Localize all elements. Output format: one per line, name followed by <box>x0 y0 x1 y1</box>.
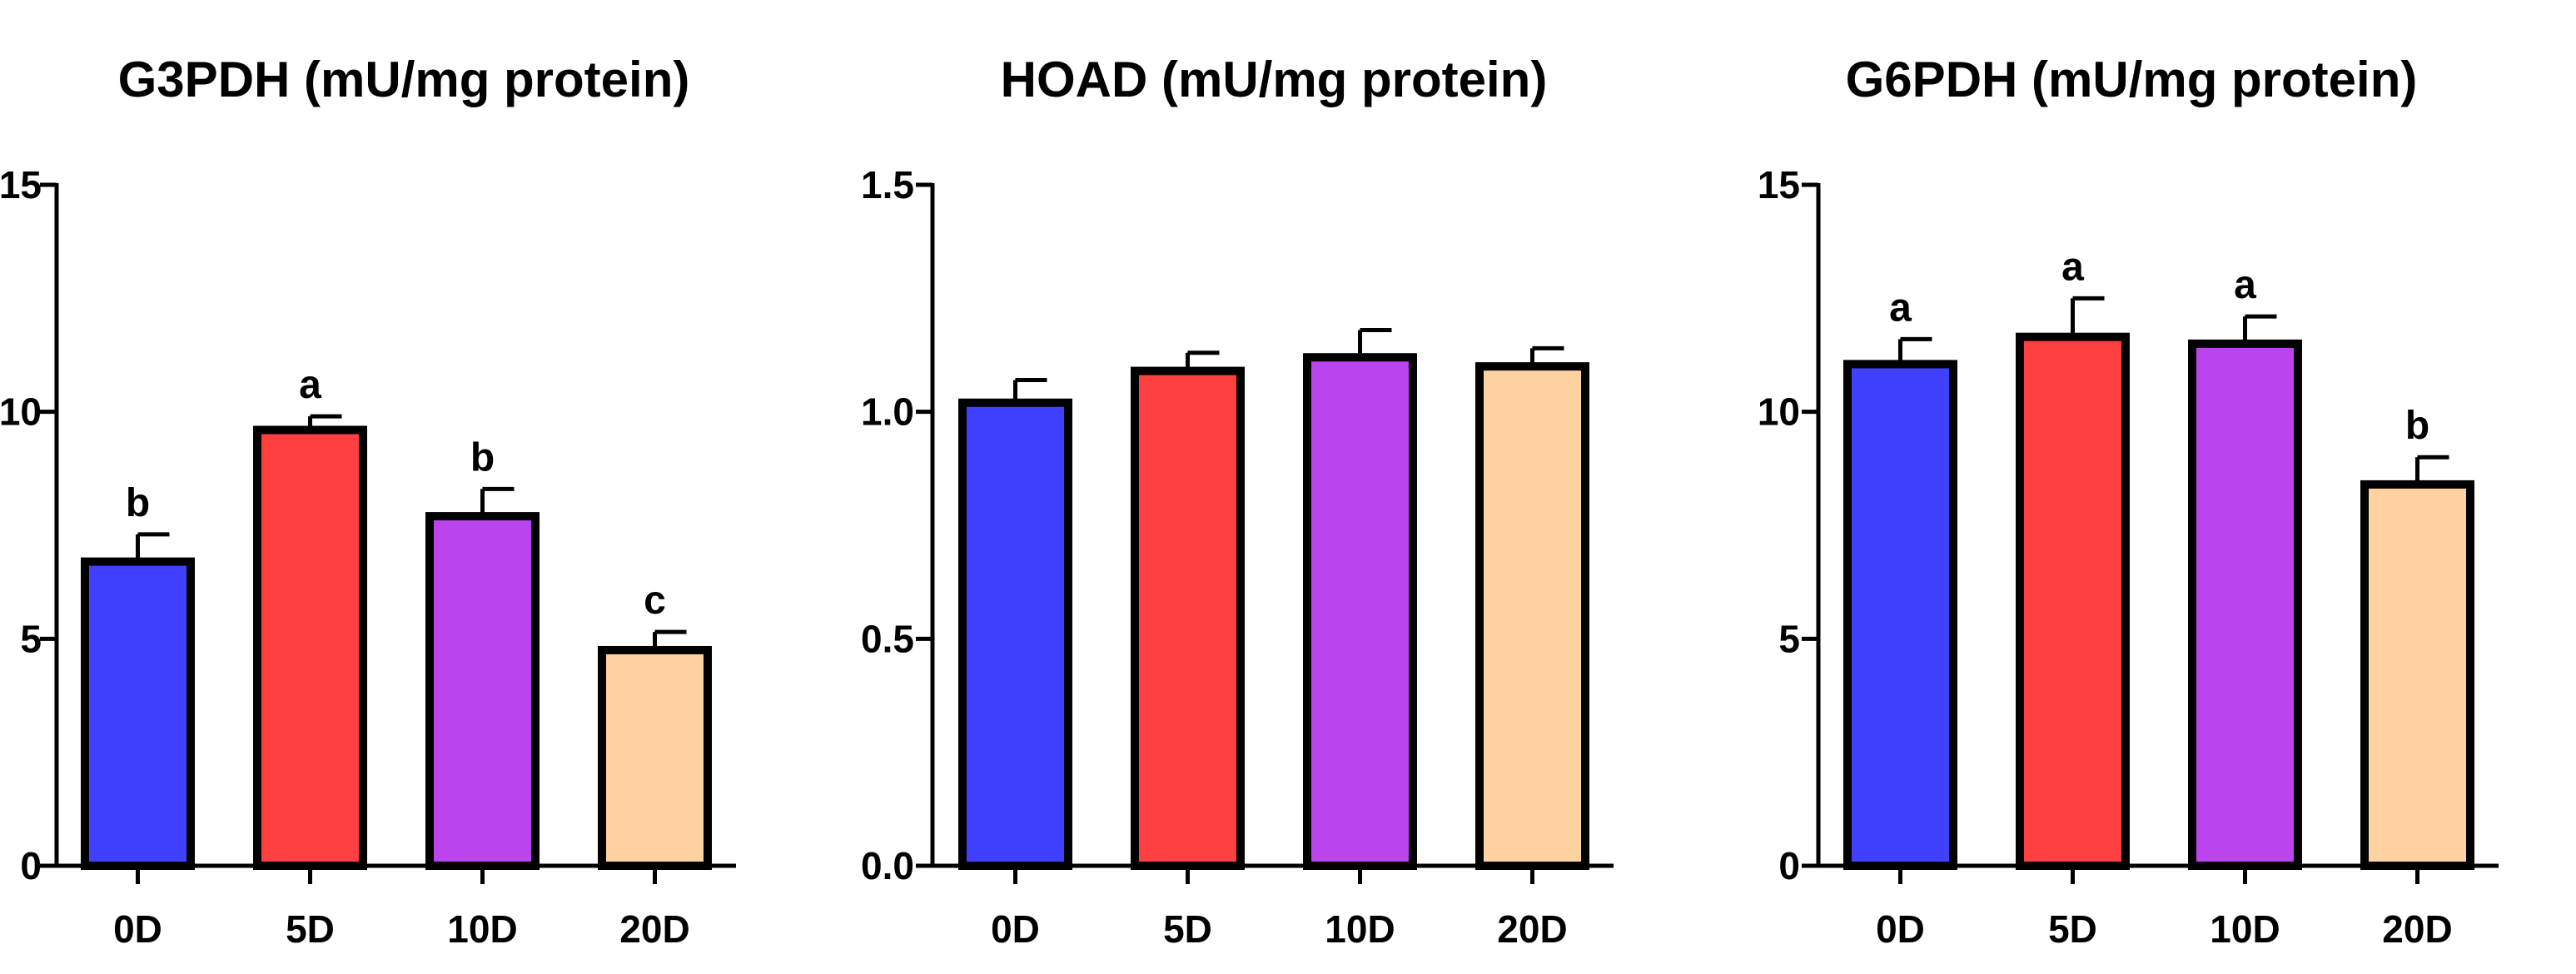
y-tick-label: 0 <box>20 844 42 887</box>
bar-10d <box>2188 339 2302 871</box>
panel-hoad: HOAD (mU/mg protein) 0D 5D 10D 20D 0.0 0.5 1.0… <box>861 52 1614 951</box>
bar-10d <box>425 512 540 870</box>
y-tick-label: 0.5 <box>861 617 914 660</box>
bar-0d <box>1843 360 1957 870</box>
y-tick-label: 5 <box>20 617 42 660</box>
bar-5d <box>1131 366 1245 870</box>
significance-label: a <box>1889 286 1912 330</box>
bar-5d <box>253 425 367 870</box>
x-tick-label: 5D <box>286 907 335 951</box>
y-tick-label: 1.0 <box>861 390 914 434</box>
y-tick-label: 0.0 <box>861 844 914 887</box>
x-tick-label: 5D <box>2048 907 2097 951</box>
x-tick-label: 5D <box>1163 907 1212 951</box>
bar-20d <box>598 645 712 870</box>
x-tick-label: 10D <box>1325 907 1395 951</box>
significance-label: b <box>2405 404 2429 448</box>
x-tick-label: 10D <box>447 907 517 951</box>
bar-5d <box>2016 332 2130 871</box>
bar-0d <box>958 398 1072 870</box>
significance-label: b <box>470 435 495 480</box>
significance-label: a <box>2061 245 2084 289</box>
x-tick-label: 20D <box>619 907 689 951</box>
significance-label: c <box>644 579 666 623</box>
y-tick-label: 15 <box>0 163 42 206</box>
x-tick-label: 0D <box>991 907 1040 951</box>
chart-title: HOAD (mU/mg protein) <box>1001 52 1548 107</box>
y-tick-label: 5 <box>1778 617 1800 660</box>
y-tick-label: 1.5 <box>861 163 914 206</box>
bar-20d <box>2360 480 2474 870</box>
y-tick-label: 0 <box>1778 844 1800 887</box>
chart-title: G6PDH (mU/mg protein) <box>1846 52 2418 107</box>
bar-20d <box>1475 362 1589 870</box>
significance-label: a <box>2234 263 2256 307</box>
bar-10d <box>1303 353 1417 870</box>
x-tick-label: 0D <box>1876 907 1925 951</box>
panel-g3pdh: G3PDH (mU/mg protein) b 0D a 5D b 10D c 20D 0 5 10… <box>0 52 736 951</box>
bar-0d <box>81 557 195 870</box>
x-tick-label: 0D <box>113 907 162 951</box>
y-tick-label: 10 <box>1758 390 1800 434</box>
x-tick-label: 20D <box>2382 907 2452 951</box>
chart-title: G3PDH (mU/mg protein) <box>118 52 690 107</box>
y-tick-label: 15 <box>1758 163 1800 206</box>
x-tick-label: 10D <box>2210 907 2280 951</box>
significance-label: a <box>299 363 321 407</box>
x-tick-label: 20D <box>1497 907 1567 951</box>
panel-g6pdh: G6PDH (mU/mg protein) a 0D a 5D a 10D b 20D 0 5 10… <box>1758 52 2499 951</box>
y-tick-label: 10 <box>0 390 42 434</box>
significance-label: b <box>126 481 150 525</box>
